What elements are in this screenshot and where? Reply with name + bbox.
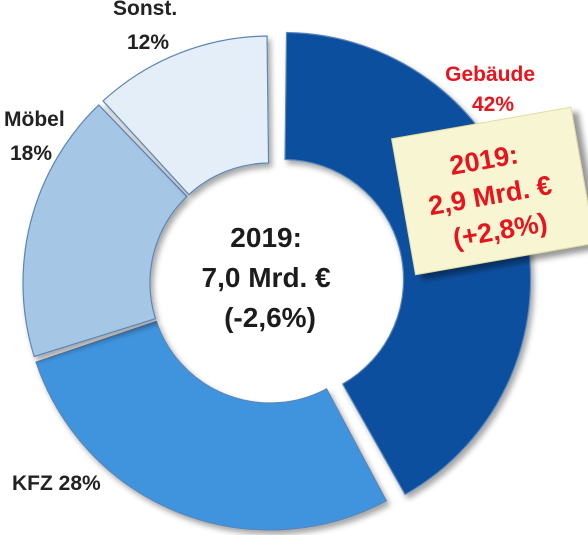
label-moebel-name: Möbel — [4, 108, 65, 131]
label-gebaeude: Gebäude 42% — [445, 63, 541, 116]
center-change: (-2,6%) — [224, 302, 316, 333]
label-kfz: KFZ 28% — [12, 472, 101, 495]
center-total: 2019: 7,0 Mrd. € (-2,6%) — [202, 222, 339, 333]
slice-sonst — [102, 35, 270, 196]
label-gebaeude-name: Gebäude — [445, 63, 535, 86]
center-year: 2019: — [230, 222, 302, 253]
label-moebel-value: 18% — [10, 142, 52, 165]
label-gebaeude-value: 42% — [472, 93, 514, 116]
slice-kfz — [35, 320, 388, 531]
callout-box: 2019: 2,9 Mrd. € (+2,8%) — [390, 106, 588, 276]
slice-mbel — [22, 104, 188, 358]
label-sonst: Sonst. 12% — [113, 0, 183, 54]
label-sonst-value: 12% — [127, 31, 169, 54]
center-amount: 7,0 Mrd. € — [202, 262, 332, 293]
label-sonst-name: Sonst. — [113, 0, 177, 20]
callout-background — [390, 106, 588, 276]
label-moebel: Möbel 18% — [4, 108, 71, 165]
